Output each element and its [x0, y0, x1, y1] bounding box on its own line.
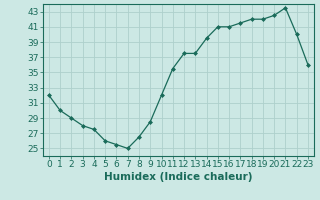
X-axis label: Humidex (Indice chaleur): Humidex (Indice chaleur) [104, 172, 253, 182]
